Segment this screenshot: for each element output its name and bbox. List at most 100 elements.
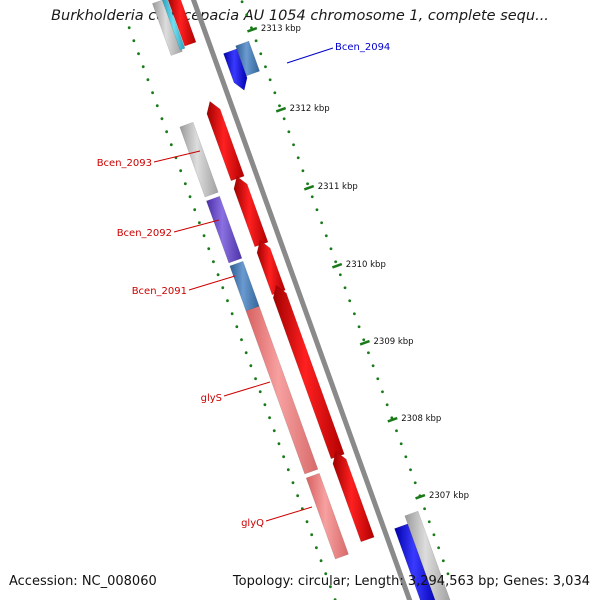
leader-line-bcen-2091	[188, 275, 236, 291]
outer-ruler-dot	[399, 442, 403, 446]
outer-ruler-dot	[278, 104, 281, 108]
outer-ruler-dot	[338, 273, 342, 277]
inner-ruler-dot	[230, 312, 234, 316]
outer-ruler-dot	[334, 260, 338, 264]
outer-ruler-dot	[371, 364, 375, 368]
outer-ruler-dot	[362, 338, 366, 342]
inner-ruler-dot	[314, 546, 318, 550]
ruler-tick-label: 2308 kbp	[401, 414, 441, 424]
gene-feature-bcen-2092[interactable]	[206, 195, 243, 264]
inner-ruler-dot	[277, 442, 281, 446]
ruler-tick-label: 2307 kbp	[429, 491, 469, 501]
chromosome-backbone	[190, 0, 413, 600]
inner-ruler-dot	[160, 117, 164, 121]
gene-feature-glyq[interactable]	[305, 472, 349, 560]
outer-ruler-dot	[315, 208, 319, 212]
gene-feature-glys[interactable]	[245, 305, 319, 475]
inner-ruler-dot	[183, 182, 187, 186]
sequence-summary: Topology: circular; Length: 3,294,563 bp…	[232, 574, 590, 589]
inner-ruler-dot	[286, 468, 290, 472]
accession-text: Accession: NC_008060	[9, 574, 157, 589]
outer-ruler-dot	[310, 195, 314, 199]
outer-ruler-dot	[381, 390, 384, 394]
gene-label-bcen-2093[interactable]: Bcen_2093	[97, 158, 152, 169]
inner-ruler-dot	[216, 273, 220, 277]
inner-ruler-dot	[188, 195, 192, 199]
leader-line-bcen-2092	[173, 219, 220, 233]
gene-feature-red-5[interactable]	[332, 450, 375, 543]
outer-ruler-dot	[254, 39, 258, 43]
outer-ruler-dot	[320, 221, 324, 225]
gene-feature-bcen-2094-steel[interactable]	[235, 40, 260, 77]
ruler-tick	[275, 106, 287, 113]
inner-ruler-dot	[193, 208, 197, 212]
ruler-tick	[387, 416, 398, 423]
outer-ruler-dot	[301, 169, 305, 173]
inner-ruler-dot	[244, 351, 248, 355]
inner-ruler-dot	[207, 247, 211, 251]
gene-feature-top-cyan[interactable]	[161, 0, 186, 51]
gene-label-bcen-2091[interactable]: Bcen_2091	[132, 286, 187, 297]
inner-ruler-dot	[310, 533, 314, 537]
gene-label-glys[interactable]: glyS	[201, 393, 222, 404]
outer-ruler-dot	[292, 143, 295, 147]
inner-ruler-dot	[212, 260, 215, 264]
outer-ruler-dot	[441, 559, 445, 563]
outer-ruler-dot	[348, 299, 352, 303]
ruler-tick	[415, 493, 426, 500]
ruler-tick-label: 2311 kbp	[318, 182, 358, 192]
outer-ruler-dot	[343, 286, 347, 290]
outer-ruler-dot	[287, 130, 291, 134]
gene-feature-red-1[interactable]	[206, 100, 245, 182]
outer-ruler-dot	[413, 481, 417, 485]
inner-ruler-dot	[268, 416, 271, 420]
inner-ruler-dot	[254, 377, 257, 381]
gene-label-glyq[interactable]: glyQ	[241, 518, 264, 529]
gene-feature-bcen-2091[interactable]	[229, 260, 260, 312]
outer-ruler-dot	[446, 572, 450, 576]
outer-ruler-dot	[395, 429, 398, 433]
inner-ruler-dot	[146, 78, 150, 82]
inner-ruler-dot	[165, 130, 169, 134]
inner-ruler-dot	[221, 286, 225, 290]
inner-ruler-dot	[240, 338, 243, 342]
gene-feature-bottom-blue[interactable]	[394, 523, 438, 600]
leader-line-glyq	[265, 506, 313, 522]
outer-ruler-dot	[329, 247, 333, 251]
gene-label-bcen-2094[interactable]: Bcen_2094	[335, 42, 390, 53]
inner-ruler-dot	[291, 481, 295, 485]
gene-feature-top-gray[interactable]	[152, 0, 183, 56]
inner-ruler-dot	[258, 390, 262, 394]
outer-ruler-dot	[324, 234, 328, 238]
leader-line-bcen-2093	[153, 150, 201, 163]
outer-ruler-dot	[367, 351, 370, 355]
inner-ruler-dot	[127, 26, 131, 30]
inner-ruler-dot	[329, 585, 332, 589]
inner-ruler-dot	[324, 572, 328, 576]
outer-ruler-dot	[264, 65, 267, 69]
gene-feature-top-red[interactable]	[167, 0, 197, 47]
outer-ruler-dot	[385, 403, 389, 407]
outer-ruler-dot	[273, 91, 277, 95]
outer-ruler-dot	[282, 117, 286, 121]
gene-label-bcen-2092[interactable]: Bcen_2092	[117, 228, 172, 239]
outer-ruler-dot	[437, 546, 441, 550]
gene-feature-red-4[interactable]	[272, 284, 345, 460]
inner-ruler-dot	[155, 104, 159, 108]
outer-ruler-dot	[296, 156, 300, 160]
ruler-tick-label: 2312 kbp	[290, 104, 330, 114]
ruler-tick	[246, 26, 258, 33]
inner-ruler-dot	[151, 91, 154, 95]
inner-ruler-dot	[169, 143, 173, 147]
inner-ruler-dot	[137, 52, 140, 56]
ruler-tick	[331, 262, 343, 269]
inner-ruler-dot	[132, 39, 136, 43]
outer-ruler-dot	[352, 312, 356, 316]
inner-ruler-dot	[319, 559, 323, 563]
outer-ruler-dot	[240, 0, 244, 4]
outer-ruler-dot	[404, 455, 408, 459]
gene-feature-bcen-2094[interactable]	[223, 48, 248, 91]
gene-feature-bottom-gray[interactable]	[404, 510, 451, 600]
gene-feature-bcen-2093[interactable]	[179, 121, 219, 198]
